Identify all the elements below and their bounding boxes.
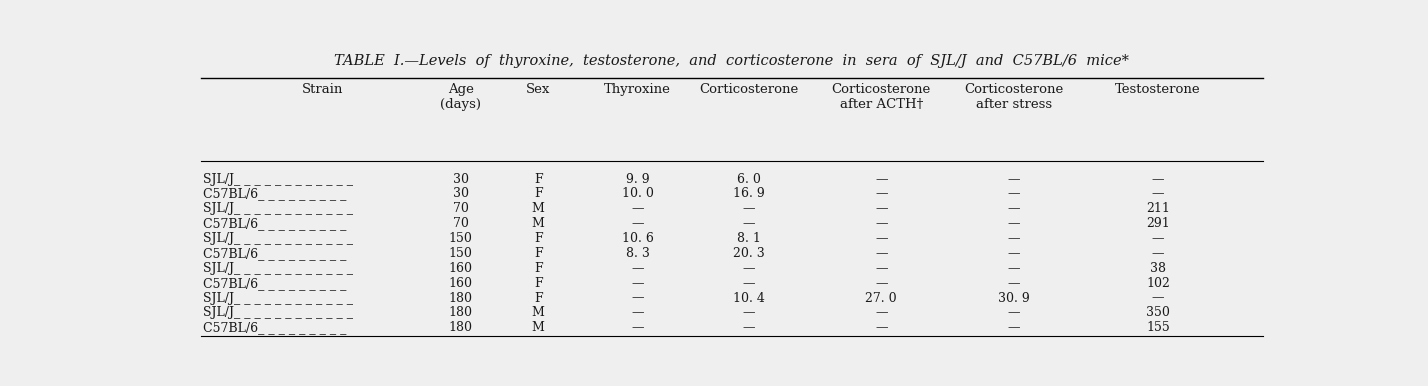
Text: —: — bbox=[1151, 247, 1164, 260]
Text: —: — bbox=[631, 202, 644, 215]
Text: 150: 150 bbox=[448, 247, 473, 260]
Text: 10. 6: 10. 6 bbox=[621, 232, 654, 245]
Text: 10. 0: 10. 0 bbox=[621, 188, 654, 200]
Text: F: F bbox=[534, 173, 543, 186]
Text: —: — bbox=[631, 217, 644, 230]
Text: SJL/J_ _ _ _ _ _ _ _ _ _ _ _: SJL/J_ _ _ _ _ _ _ _ _ _ _ _ bbox=[203, 306, 353, 319]
Text: Age
(days): Age (days) bbox=[440, 83, 481, 112]
Text: C57BL/6_ _ _ _ _ _ _ _ _: C57BL/6_ _ _ _ _ _ _ _ _ bbox=[203, 217, 346, 230]
Text: 180: 180 bbox=[448, 291, 473, 305]
Text: —: — bbox=[743, 277, 755, 290]
Text: 10. 4: 10. 4 bbox=[733, 291, 764, 305]
Text: 6. 0: 6. 0 bbox=[737, 173, 760, 186]
Text: —: — bbox=[631, 262, 644, 275]
Text: 180: 180 bbox=[448, 306, 473, 319]
Text: —: — bbox=[875, 202, 888, 215]
Text: —: — bbox=[631, 321, 644, 334]
Text: 160: 160 bbox=[448, 262, 473, 275]
Text: M: M bbox=[531, 306, 544, 319]
Text: SJL/J_ _ _ _ _ _ _ _ _ _ _ _: SJL/J_ _ _ _ _ _ _ _ _ _ _ _ bbox=[203, 262, 353, 275]
Text: —: — bbox=[631, 277, 644, 290]
Text: —: — bbox=[875, 173, 888, 186]
Text: C57BL/6_ _ _ _ _ _ _ _ _: C57BL/6_ _ _ _ _ _ _ _ _ bbox=[203, 277, 346, 290]
Text: F: F bbox=[534, 291, 543, 305]
Text: 30: 30 bbox=[453, 188, 468, 200]
Text: M: M bbox=[531, 321, 544, 334]
Text: —: — bbox=[875, 247, 888, 260]
Text: F: F bbox=[534, 247, 543, 260]
Text: —: — bbox=[1008, 321, 1021, 334]
Text: —: — bbox=[1008, 232, 1021, 245]
Text: 211: 211 bbox=[1147, 202, 1170, 215]
Text: 16. 9: 16. 9 bbox=[733, 188, 764, 200]
Text: Corticosterone
after ACTH†: Corticosterone after ACTH† bbox=[831, 83, 931, 112]
Text: Thyroxine: Thyroxine bbox=[604, 83, 671, 96]
Text: 20. 3: 20. 3 bbox=[733, 247, 764, 260]
Text: 150: 150 bbox=[448, 232, 473, 245]
Text: —: — bbox=[743, 306, 755, 319]
Text: 70: 70 bbox=[453, 217, 468, 230]
Text: M: M bbox=[531, 217, 544, 230]
Text: —: — bbox=[1008, 247, 1021, 260]
Text: Corticosterone
after stress: Corticosterone after stress bbox=[964, 83, 1064, 112]
Text: F: F bbox=[534, 277, 543, 290]
Text: —: — bbox=[875, 188, 888, 200]
Text: —: — bbox=[1008, 188, 1021, 200]
Text: C57BL/6_ _ _ _ _ _ _ _ _: C57BL/6_ _ _ _ _ _ _ _ _ bbox=[203, 247, 346, 260]
Text: Testosterone: Testosterone bbox=[1115, 83, 1201, 96]
Text: F: F bbox=[534, 188, 543, 200]
Text: 30: 30 bbox=[453, 173, 468, 186]
Text: —: — bbox=[875, 306, 888, 319]
Text: 160: 160 bbox=[448, 277, 473, 290]
Text: —: — bbox=[1008, 262, 1021, 275]
Text: —: — bbox=[1151, 232, 1164, 245]
Text: —: — bbox=[1008, 173, 1021, 186]
Text: 70: 70 bbox=[453, 202, 468, 215]
Text: —: — bbox=[1151, 188, 1164, 200]
Text: —: — bbox=[1151, 173, 1164, 186]
Text: 291: 291 bbox=[1147, 217, 1170, 230]
Text: —: — bbox=[1008, 202, 1021, 215]
Text: 102: 102 bbox=[1147, 277, 1170, 290]
Text: Sex: Sex bbox=[526, 83, 550, 96]
Text: 155: 155 bbox=[1147, 321, 1170, 334]
Text: —: — bbox=[875, 277, 888, 290]
Text: Corticosterone: Corticosterone bbox=[698, 83, 798, 96]
Text: M: M bbox=[531, 202, 544, 215]
Text: —: — bbox=[875, 262, 888, 275]
Text: SJL/J_ _ _ _ _ _ _ _ _ _ _ _: SJL/J_ _ _ _ _ _ _ _ _ _ _ _ bbox=[203, 291, 353, 305]
Text: —: — bbox=[743, 321, 755, 334]
Text: C57BL/6_ _ _ _ _ _ _ _ _: C57BL/6_ _ _ _ _ _ _ _ _ bbox=[203, 321, 346, 334]
Text: —: — bbox=[875, 321, 888, 334]
Text: 30. 9: 30. 9 bbox=[998, 291, 1030, 305]
Text: TABLE  I.—Levels  of  thyroxine,  testosterone,  and  corticosterone  in  sera  : TABLE I.—Levels of thyroxine, testostero… bbox=[334, 54, 1130, 68]
Text: 38: 38 bbox=[1150, 262, 1165, 275]
Text: —: — bbox=[743, 262, 755, 275]
Text: —: — bbox=[743, 202, 755, 215]
Text: 9. 9: 9. 9 bbox=[625, 173, 650, 186]
Text: Strain: Strain bbox=[301, 83, 343, 96]
Text: —: — bbox=[875, 232, 888, 245]
Text: 350: 350 bbox=[1147, 306, 1170, 319]
Text: —: — bbox=[1151, 291, 1164, 305]
Text: 8. 3: 8. 3 bbox=[625, 247, 650, 260]
Text: —: — bbox=[631, 291, 644, 305]
Text: —: — bbox=[1008, 277, 1021, 290]
Text: 27. 0: 27. 0 bbox=[865, 291, 897, 305]
Text: —: — bbox=[631, 306, 644, 319]
Text: C57BL/6_ _ _ _ _ _ _ _ _: C57BL/6_ _ _ _ _ _ _ _ _ bbox=[203, 188, 346, 200]
Text: F: F bbox=[534, 262, 543, 275]
Text: SJL/J_ _ _ _ _ _ _ _ _ _ _ _: SJL/J_ _ _ _ _ _ _ _ _ _ _ _ bbox=[203, 232, 353, 245]
Text: —: — bbox=[743, 217, 755, 230]
Text: —: — bbox=[875, 217, 888, 230]
Text: —: — bbox=[1008, 217, 1021, 230]
Text: F: F bbox=[534, 232, 543, 245]
Text: 180: 180 bbox=[448, 321, 473, 334]
Text: —: — bbox=[1008, 306, 1021, 319]
Text: SJL/J_ _ _ _ _ _ _ _ _ _ _ _: SJL/J_ _ _ _ _ _ _ _ _ _ _ _ bbox=[203, 202, 353, 215]
Text: SJL/J_ _ _ _ _ _ _ _ _ _ _ _: SJL/J_ _ _ _ _ _ _ _ _ _ _ _ bbox=[203, 173, 353, 186]
Text: 8. 1: 8. 1 bbox=[737, 232, 760, 245]
